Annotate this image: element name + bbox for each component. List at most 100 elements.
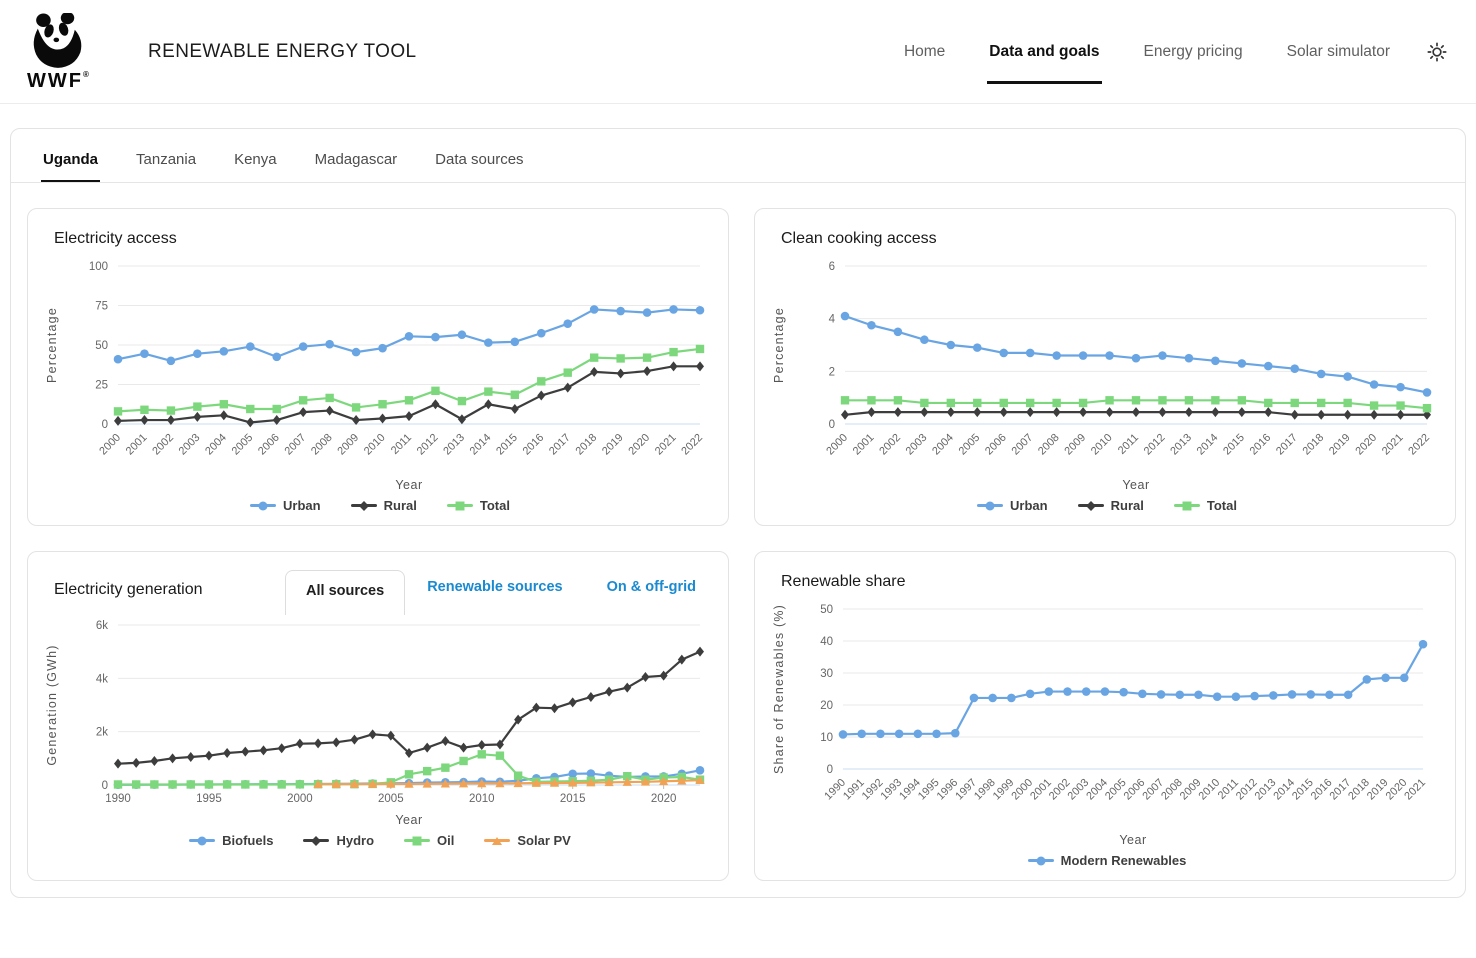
wwf-logo-text: WWF® <box>27 69 89 92</box>
svg-text:2: 2 <box>829 366 835 378</box>
tab-tanzania[interactable]: Tanzania <box>136 151 197 168</box>
nav-item-data-and-goals[interactable]: Data and goals <box>987 39 1102 84</box>
svg-text:2020: 2020 <box>651 793 677 805</box>
svg-text:2020: 2020 <box>1353 432 1379 458</box>
legend-label: Oil <box>437 833 455 848</box>
svg-text:0: 0 <box>102 780 108 792</box>
svg-text:2005: 2005 <box>957 432 983 458</box>
legend-label: Modern Renewables <box>1060 853 1187 868</box>
svg-text:2019: 2019 <box>600 432 626 458</box>
main-panel: Uganda Tanzania Kenya Madagascar Data so… <box>10 128 1466 898</box>
svg-text:2020: 2020 <box>626 432 652 458</box>
svg-text:2018: 2018 <box>1301 432 1327 458</box>
diamond-marker-icon <box>350 500 377 511</box>
card-renewable-share: Renewable share 0 10 20 30 40 50 1990 1991 1992 1… <box>754 551 1456 881</box>
svg-text:100: 100 <box>89 261 108 273</box>
svg-text:0: 0 <box>829 419 835 431</box>
card-electricity-access: Electricity access 0 25 50 75 100 2000 2001 200… <box>27 208 729 526</box>
tab-madagascar[interactable]: Madagascar <box>314 151 398 168</box>
wwf-logo: WWF® <box>26 12 90 92</box>
svg-text:25: 25 <box>95 380 108 392</box>
square-marker-icon <box>446 501 473 510</box>
svg-text:20: 20 <box>820 700 833 712</box>
svg-text:2007: 2007 <box>283 432 309 458</box>
svg-text:1995: 1995 <box>196 793 222 805</box>
nav-item-energy-pricing[interactable]: Energy pricing <box>1143 42 1243 60</box>
diamond-marker-icon <box>1077 500 1104 511</box>
legend-label: Solar PV <box>517 833 571 848</box>
svg-text:2004: 2004 <box>930 432 956 458</box>
svg-text:Percentage: Percentage <box>45 307 59 383</box>
electricity-generation-title: Electricity generation <box>54 581 203 598</box>
legend-item-total[interactable]: Total <box>1173 498 1237 513</box>
app-header: WWF® RENEWABLE ENERGY TOOL Home Data and… <box>0 0 1476 104</box>
nav-item-home[interactable]: Home <box>903 42 946 60</box>
legend-item-biofuels[interactable]: Biofuels <box>189 833 273 848</box>
circle-marker-icon <box>189 836 216 845</box>
legend-label: Rural <box>383 498 417 513</box>
electricity-access-legend: Urban Rural Total <box>250 498 510 513</box>
svg-text:2015: 2015 <box>1221 432 1247 458</box>
registered-mark: ® <box>83 69 89 79</box>
legend-label: Biofuels <box>222 833 274 848</box>
svg-text:2002: 2002 <box>877 432 903 458</box>
clean-cooking-title: Clean cooking access <box>781 230 937 247</box>
svg-text:0: 0 <box>827 764 833 776</box>
svg-text:2022: 2022 <box>679 432 705 458</box>
svg-text:2011: 2011 <box>1116 432 1141 457</box>
subtab-renewable-sources[interactable]: Renewable sources <box>427 579 563 595</box>
renewable-share-legend: Modern Renewables <box>1027 853 1187 868</box>
svg-text:2003: 2003 <box>177 432 203 458</box>
legend-item-solar-pv[interactable]: Solar PV <box>484 833 571 848</box>
legend-item-rural[interactable]: Rural <box>350 498 417 513</box>
card-electricity-generation: Electricity generation All sources Renew… <box>27 551 729 881</box>
svg-text:40: 40 <box>820 636 833 648</box>
svg-text:Year: Year <box>395 478 422 492</box>
tab-data-sources[interactable]: Data sources <box>435 151 524 168</box>
theme-toggle-button[interactable] <box>1426 41 1448 63</box>
svg-text:6: 6 <box>829 261 835 273</box>
legend-item-rural[interactable]: Rural <box>1077 498 1144 513</box>
legend-item-urban[interactable]: Urban <box>977 498 1048 513</box>
legend-item-oil[interactable]: Oil <box>404 833 454 848</box>
svg-text:1990: 1990 <box>105 793 131 805</box>
renewable-share-title: Renewable share <box>781 573 906 590</box>
svg-text:2015: 2015 <box>560 793 586 805</box>
legend-item-hydro[interactable]: Hydro <box>303 833 374 848</box>
square-marker-icon <box>1173 501 1200 510</box>
subtab-on-off-grid[interactable]: On & off-grid <box>606 579 696 595</box>
legend-item-urban[interactable]: Urban <box>250 498 321 513</box>
tab-uganda[interactable]: Uganda <box>41 137 101 182</box>
renewable-share-line-chart: 0102030405019901991199219931994199519961… <box>772 604 1428 847</box>
diamond-marker-icon <box>303 835 330 846</box>
wwf-panda-icon <box>33 12 82 68</box>
svg-text:10: 10 <box>820 732 833 744</box>
main-nav: Home Data and goals Energy pricing Solar… <box>902 39 1448 84</box>
svg-text:4: 4 <box>829 314 836 326</box>
svg-text:2011: 2011 <box>389 432 414 457</box>
svg-text:2008: 2008 <box>309 432 335 458</box>
svg-text:2009: 2009 <box>1062 432 1088 458</box>
chart-electricity-access: 0 25 50 75 100 2000 2001 2002 2003 2004 2005 2006 20… <box>42 252 718 513</box>
svg-text:2016: 2016 <box>521 432 547 458</box>
svg-text:2006: 2006 <box>983 432 1009 458</box>
svg-text:2000: 2000 <box>824 432 850 458</box>
svg-text:75: 75 <box>95 301 108 313</box>
svg-text:Year: Year <box>395 813 422 827</box>
svg-text:2008: 2008 <box>1036 432 1062 458</box>
legend-item-total[interactable]: Total <box>446 498 510 513</box>
svg-text:2021: 2021 <box>1402 777 1428 803</box>
legend-label: Rural <box>1110 498 1144 513</box>
legend-item-modern-renewables[interactable]: Modern Renewables <box>1027 853 1187 868</box>
svg-text:2001: 2001 <box>851 432 877 458</box>
svg-text:2010: 2010 <box>362 432 388 458</box>
nav-item-solar-simulator[interactable]: Solar simulator <box>1286 42 1390 60</box>
chart-electricity-generation: 0 2k 4k 6k 1990 1995 2000 2005 2010 2015 2020 Gener… <box>42 613 718 848</box>
subtab-all-sources[interactable]: All sources <box>285 569 406 615</box>
svg-text:2010: 2010 <box>1089 432 1115 458</box>
svg-text:2007: 2007 <box>1010 432 1036 458</box>
charts-grid: Electricity access 0 25 50 75 100 2000 2001 200… <box>11 183 1465 897</box>
generation-subtabs: All sources Renewable sources On & off-g… <box>285 567 718 615</box>
tab-kenya[interactable]: Kenya <box>234 151 277 168</box>
